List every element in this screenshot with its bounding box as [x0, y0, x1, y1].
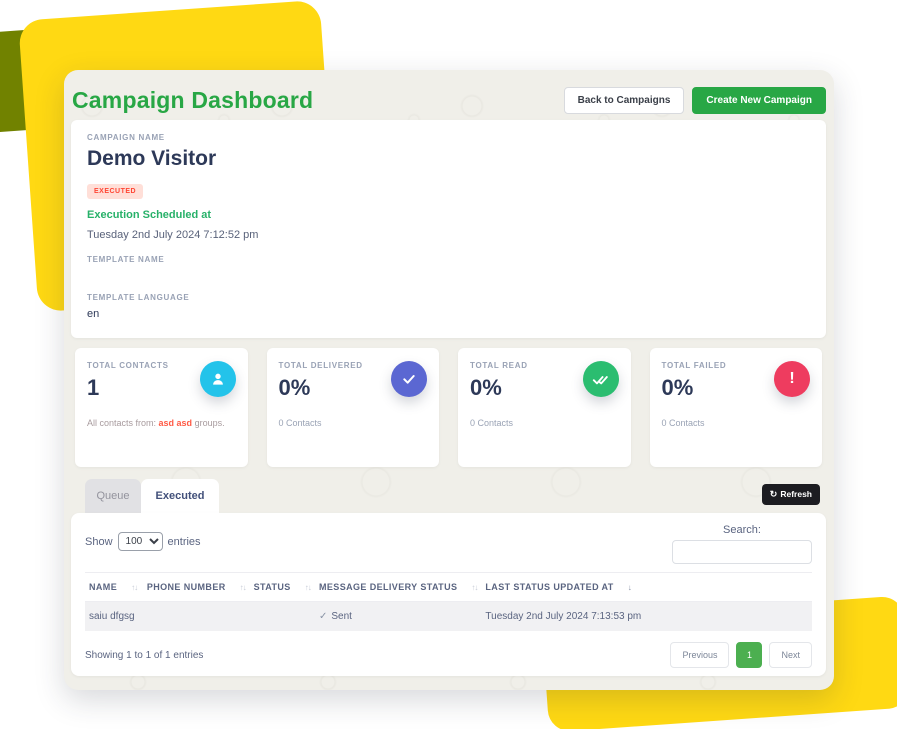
stat-subtext: All contacts from: asd asd groups.: [87, 418, 225, 428]
table-row: saiu dfgsg ✓ Sent Tuesday 2nd July 2024 7…: [85, 601, 812, 631]
page-title: Campaign Dashboard: [72, 86, 314, 113]
stat-subtext: 0 Contacts: [661, 418, 705, 428]
campaign-info-card: CAMPAIGN NAME Demo Visitor EXECUTED Exec…: [71, 120, 826, 338]
stat-card-total-contacts: TOTAL CONTACTS 1 All contacts from: asd …: [75, 348, 248, 467]
sent-check-icon: ✓: [319, 611, 328, 622]
header-buttons: Back to Campaigns Create New Campaign: [563, 86, 826, 114]
stat-label: TOTAL CONTACTS: [87, 361, 169, 370]
column-header-last-status-updated-at[interactable]: LAST STATUS UPDATED AT ↓: [481, 572, 812, 602]
table-header-row: NAME ↑↓ PHONE NUMBER ↑↓ STATUS ↑↓ MESSAGE D…: [85, 572, 812, 602]
sort-icon: ↑↓: [239, 583, 247, 592]
check-icon: [391, 361, 427, 397]
cell-last-status-updated-at: Tuesday 2nd July 2024 7:13:53 pm: [481, 601, 812, 631]
campaign-name-label: CAMPAIGN NAME: [87, 133, 165, 142]
template-language-value: en: [87, 308, 100, 320]
cell-status: [249, 601, 315, 631]
stat-value: 0%: [661, 375, 694, 400]
dashboard-card: Campaign Dashboard Back to Campaigns Cre…: [64, 70, 834, 690]
refresh-icon: ↻: [769, 489, 778, 499]
campaign-messages-table: NAME ↑↓ PHONE NUMBER ↑↓ STATUS ↑↓ MESSAGE D…: [85, 572, 812, 631]
column-header-name[interactable]: NAME ↑↓: [85, 572, 143, 602]
double-check-icon: [582, 361, 619, 397]
stat-value: 0%: [470, 375, 502, 400]
page-size-control: Show 100 entries: [85, 532, 201, 551]
showing-entries-summary: Showing 1 to 1 of 1 entries: [85, 649, 204, 661]
tab-executed[interactable]: Executed: [141, 479, 219, 513]
cell-message-delivery-status: ✓ Sent: [315, 601, 482, 631]
stat-label: TOTAL FAILED: [661, 361, 727, 370]
tabs-row: Queue Executed ↻ Refresh: [85, 479, 820, 513]
schedule-time: Tuesday 2nd July 2024 7:12:52 pm: [87, 229, 259, 241]
show-label: Show: [85, 535, 113, 548]
current-page-button[interactable]: 1: [736, 642, 763, 668]
campaign-name: Demo Visitor: [87, 147, 217, 170]
table-controls: Show 100 entries Search:: [85, 524, 812, 564]
template-language-label: TEMPLATE LANGUAGE: [87, 293, 190, 302]
stat-value: 1: [87, 375, 100, 400]
stats-row: TOTAL CONTACTS 1 All contacts from: asd …: [75, 348, 822, 467]
column-header-phone-number[interactable]: PHONE NUMBER ↑↓: [142, 572, 250, 602]
stat-value: 0%: [278, 375, 311, 400]
cell-name: saiu dfgsg: [85, 601, 143, 631]
sort-icon: ↑↓: [471, 583, 478, 592]
tab-queue[interactable]: Queue: [85, 479, 141, 513]
pagination: Previous 1 Next: [670, 642, 812, 668]
sort-icon: ↑↓: [304, 583, 312, 592]
table-footer: Showing 1 to 1 of 1 entries Previous 1 N…: [85, 642, 812, 668]
stat-card-total-delivered: TOTAL DELIVERED 0% 0 Contacts: [266, 348, 439, 467]
stat-card-total-failed: TOTAL FAILED 0% 0 Contacts !: [649, 348, 822, 467]
column-header-message-delivery-status[interactable]: MESSAGE DELIVERY STATUS ↑↓: [315, 572, 482, 602]
previous-page-button[interactable]: Previous: [670, 642, 730, 668]
stat-subtext: 0 Contacts: [278, 418, 322, 428]
stat-subtext: 0 Contacts: [470, 418, 514, 428]
entries-label: entries: [167, 535, 201, 548]
refresh-button[interactable]: ↻ Refresh: [761, 484, 820, 505]
person-icon: [199, 361, 236, 397]
sort-icon: ↑↓: [131, 583, 138, 592]
search-control: Search:: [672, 524, 812, 564]
table-panel: Show 100 entries Search: NAME ↑↓ PHONE NU…: [71, 513, 826, 676]
column-header-status[interactable]: STATUS ↑↓: [249, 572, 315, 602]
search-input[interactable]: [672, 540, 812, 564]
stat-label: TOTAL DELIVERED: [278, 361, 363, 370]
schedule-label: Execution Scheduled at: [87, 209, 212, 221]
groups-highlight: asd asd: [158, 418, 193, 428]
template-name-label: TEMPLATE NAME: [87, 255, 165, 264]
stat-label: TOTAL READ: [470, 361, 528, 370]
back-to-campaigns-button[interactable]: Back to Campaigns: [563, 86, 685, 114]
stat-card-total-read: TOTAL READ 0% 0 Contacts: [458, 348, 631, 467]
next-page-button[interactable]: Next: [769, 642, 812, 668]
search-label: Search:: [723, 524, 761, 536]
status-badge: EXECUTED: [87, 184, 144, 199]
cell-phone-number: [142, 601, 250, 631]
template-name-value: [87, 268, 810, 284]
header: Campaign Dashboard Back to Campaigns Cre…: [72, 81, 826, 119]
sort-desc-icon: ↓: [627, 583, 632, 592]
exclamation-icon: !: [774, 361, 810, 397]
create-new-campaign-button[interactable]: Create New Campaign: [692, 86, 826, 114]
page-size-select[interactable]: 100: [117, 532, 163, 551]
